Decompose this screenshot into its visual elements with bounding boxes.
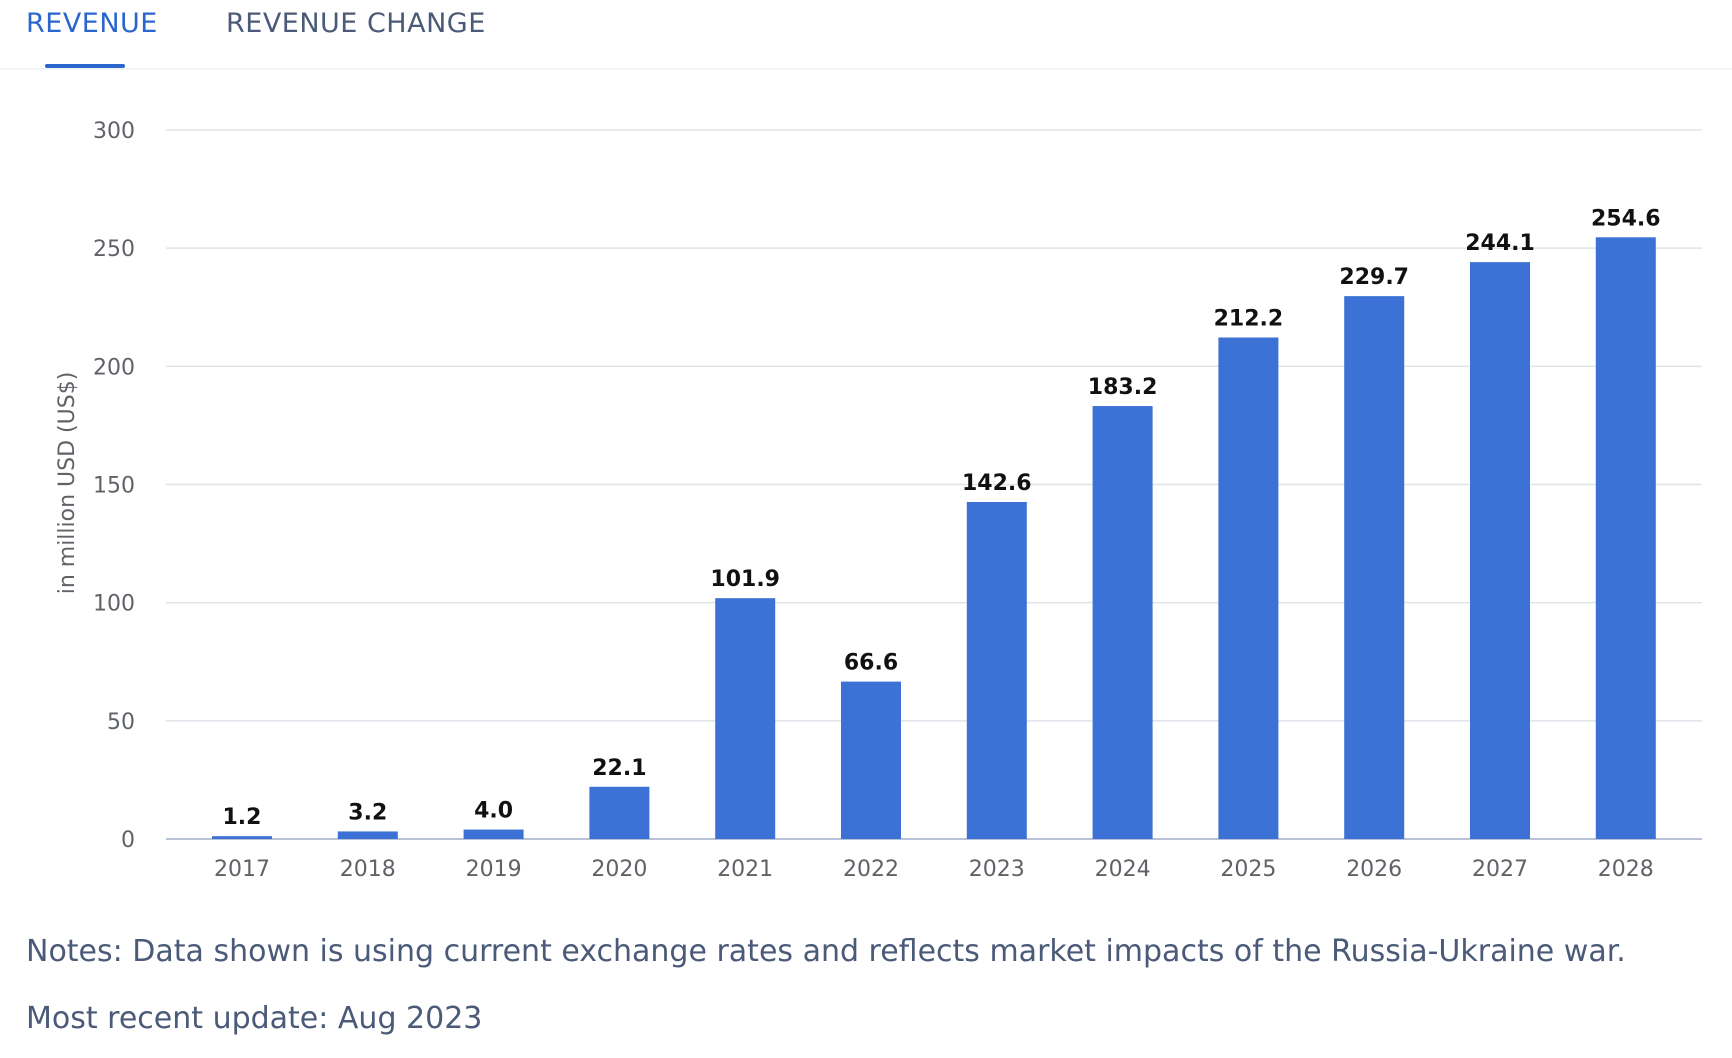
bar-2027 bbox=[1470, 262, 1530, 839]
x-tick-2020: 2020 bbox=[591, 857, 647, 882]
x-tick-2028: 2028 bbox=[1598, 857, 1654, 882]
value-label-2028: 254.6 bbox=[1591, 206, 1661, 231]
x-tick-2017: 2017 bbox=[214, 857, 270, 882]
bar-2021 bbox=[715, 598, 776, 839]
bar-2028 bbox=[1595, 237, 1656, 839]
x-tick-2025: 2025 bbox=[1220, 857, 1276, 882]
value-label-2020: 22.1 bbox=[592, 756, 646, 781]
value-label-2017: 1.2 bbox=[223, 805, 262, 830]
y-tick-250: 250 bbox=[93, 237, 135, 262]
bar-2020 bbox=[589, 786, 650, 839]
value-label-2027: 244.1 bbox=[1465, 231, 1535, 256]
value-label-2024: 183.2 bbox=[1088, 375, 1158, 400]
x-tick-2023: 2023 bbox=[969, 857, 1025, 882]
active-tab-indicator bbox=[45, 64, 125, 68]
bar-2025 bbox=[1218, 337, 1279, 839]
x-tick-2026: 2026 bbox=[1346, 857, 1402, 882]
x-tick-2021: 2021 bbox=[717, 857, 773, 882]
x-tick-2019: 2019 bbox=[466, 857, 522, 882]
x-axis-ticks: 2017 2018 2019 2020 2021 2022 2023 2024 2025 2026… bbox=[214, 857, 1654, 882]
revenue-bar-chart: 0 50 100 150 200 250 300 1.2 3.2 4.0 22.1 101.9 66.… bbox=[55, 119, 1702, 882]
value-label-2018: 3.2 bbox=[348, 800, 387, 825]
value-label-2019: 4.0 bbox=[474, 799, 513, 824]
bar-2018 bbox=[337, 831, 398, 839]
chart-notes: Notes: Data shown is using current excha… bbox=[26, 934, 1626, 969]
value-label-2023: 142.6 bbox=[962, 471, 1032, 496]
grid-lines bbox=[166, 129, 1702, 840]
x-tick-2018: 2018 bbox=[340, 857, 396, 882]
tab-revenue-change[interactable]: REVENUE CHANGE bbox=[226, 8, 486, 39]
value-label-2025: 212.2 bbox=[1214, 307, 1284, 332]
x-tick-2024: 2024 bbox=[1095, 857, 1151, 882]
value-label-2026: 229.7 bbox=[1339, 265, 1409, 290]
value-label-2021: 101.9 bbox=[710, 567, 780, 592]
y-tick-50: 50 bbox=[107, 710, 135, 735]
x-tick-2022: 2022 bbox=[843, 857, 899, 882]
bar-2026 bbox=[1344, 296, 1405, 839]
y-tick-100: 100 bbox=[93, 592, 135, 617]
bar-2017 bbox=[212, 836, 272, 839]
bar-2023 bbox=[966, 501, 1027, 839]
value-labels: 1.2 3.2 4.0 22.1 101.9 66.6 142.6 183.2 212.2 229… bbox=[223, 206, 1661, 830]
last-update: Most recent update: Aug 2023 bbox=[26, 1001, 483, 1036]
y-axis-title: in million USD (US$) bbox=[55, 372, 80, 595]
bar-2022 bbox=[841, 681, 901, 839]
chart-tabs: REVENUE REVENUE CHANGE bbox=[0, 0, 1732, 70]
value-label-2022: 66.6 bbox=[844, 651, 898, 676]
tab-revenue[interactable]: REVENUE bbox=[26, 8, 158, 39]
bar-2024 bbox=[1092, 406, 1153, 839]
x-tick-2027: 2027 bbox=[1472, 857, 1528, 882]
y-tick-0: 0 bbox=[121, 828, 135, 853]
bar-2019 bbox=[463, 829, 524, 839]
bars bbox=[212, 237, 1656, 839]
y-tick-150: 150 bbox=[93, 474, 135, 499]
y-axis-ticks: 0 50 100 150 200 250 300 bbox=[93, 119, 135, 853]
y-tick-300: 300 bbox=[93, 119, 135, 144]
y-tick-200: 200 bbox=[93, 355, 135, 380]
